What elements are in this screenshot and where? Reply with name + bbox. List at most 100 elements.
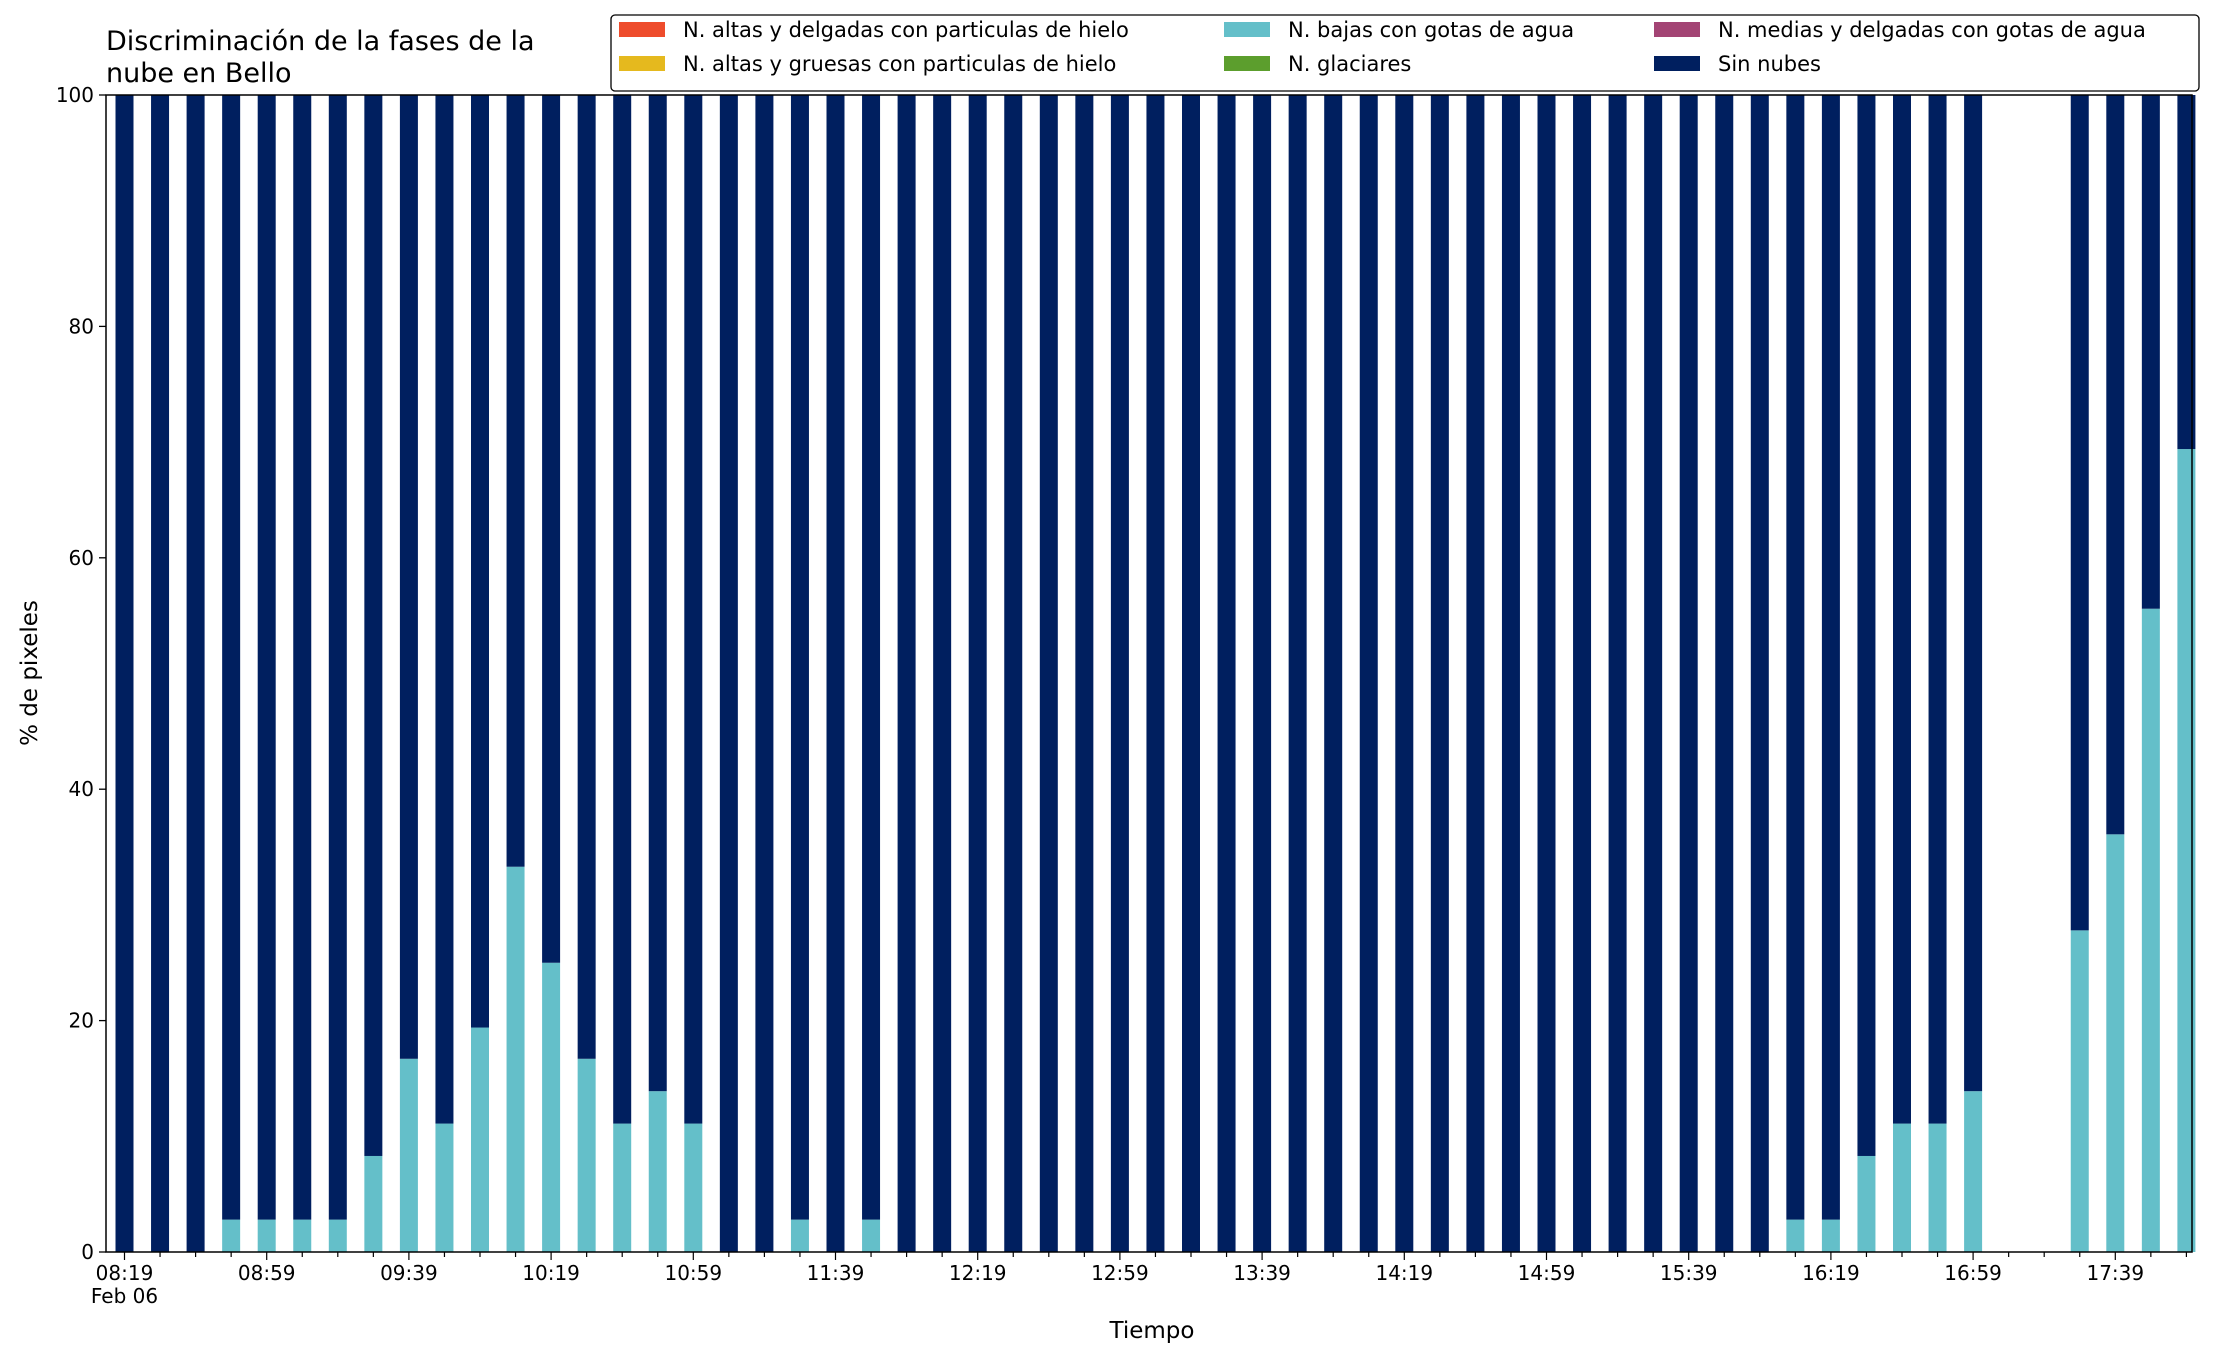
bar-segment-55-series-5 [2070, 95, 2089, 931]
bar-segment-39-series-5 [1501, 95, 1520, 1252]
x-tick-label-8: 13:39 [1233, 1261, 1291, 1285]
bar-segment-34-series-5 [1324, 95, 1343, 1252]
bar-segment-50-series-2 [1893, 1123, 1911, 1252]
bar-segment-29-series-5 [1146, 95, 1165, 1252]
legend-label-5: Sin nubes [1718, 52, 1821, 76]
legend-swatch-3 [1224, 56, 1270, 71]
legend-swatch-0 [619, 22, 665, 37]
bar-segment-56-series-5 [2106, 95, 2125, 835]
bar-segment-10-series-5 [471, 95, 489, 1028]
bar-segment-12-series-5 [542, 95, 561, 963]
bar-segment-52-series-5 [1964, 95, 1983, 1092]
x-tick-label-0: 08:19 [96, 1261, 154, 1285]
x-date-label: Feb 06 [91, 1284, 158, 1308]
bar-segment-22-series-5 [897, 95, 916, 1252]
y-axis-label: % de pixeles [17, 600, 43, 746]
chart-title-line-1: Discriminación de la fases de la [106, 26, 535, 57]
bar-segment-47-series-2 [1786, 1219, 1805, 1252]
legend-label-0: N. altas y delgadas con particulas de hi… [683, 18, 1129, 42]
bar-segment-5-series-2 [293, 1219, 312, 1252]
bar-segment-6-series-5 [328, 95, 347, 1220]
bar-segment-12-series-2 [542, 962, 561, 1252]
bar-segment-27-series-5 [1075, 95, 1094, 1252]
bar-segment-55-series-2 [2070, 930, 2089, 1252]
x-tick-label-11: 15:39 [1660, 1261, 1718, 1285]
legend-swatch-1 [619, 56, 665, 71]
x-tick-label-10: 14:59 [1518, 1261, 1576, 1285]
bar-segment-14-series-2 [613, 1123, 632, 1252]
bar-segment-46-series-5 [1750, 95, 1769, 1252]
x-tick-label-13: 16:59 [1944, 1261, 2002, 1285]
bar-segment-17-series-5 [719, 95, 738, 1252]
bar-segment-13-series-2 [577, 1058, 596, 1252]
bar-segment-3-series-2 [222, 1219, 241, 1252]
x-axis: 08:19 08:59 09:39 10:19 10:59 11:39 12:19 12:59… [91, 1252, 2187, 1308]
y-tick-label-4: 80 [69, 314, 94, 338]
bar-segment-56-series-2 [2106, 834, 2125, 1252]
legend-label-4: N. medias y delgadas con gotas de agua [1718, 18, 2146, 42]
bar-segment-31-series-5 [1217, 95, 1236, 1252]
bar-segment-41-series-5 [1573, 95, 1592, 1252]
x-tick-label-3: 10:19 [522, 1261, 580, 1285]
x-tick-label-7: 12:59 [1091, 1261, 1149, 1285]
bar-segment-48-series-5 [1821, 95, 1840, 1220]
bar-segment-21-series-2 [862, 1219, 881, 1252]
bar-segment-57-series-5 [2141, 95, 2160, 609]
x-tick-label-2: 09:39 [380, 1261, 438, 1285]
legend-label-1: N. altas y gruesas con particulas de hie… [683, 52, 1116, 76]
bar-segment-25-series-5 [1004, 95, 1023, 1252]
bar-segment-26-series-5 [1039, 95, 1058, 1252]
x-tick-label-6: 12:19 [949, 1261, 1007, 1285]
legend-label-3: N. glaciares [1288, 52, 1411, 76]
bar-segment-14-series-5 [613, 95, 632, 1124]
bar-segment-49-series-2 [1857, 1155, 1876, 1252]
bar-segment-40-series-5 [1537, 95, 1556, 1252]
bar-segment-33-series-5 [1288, 95, 1307, 1252]
bar-segment-0-series-5 [115, 95, 134, 1252]
bar-segment-52-series-2 [1964, 1091, 1983, 1252]
bar-segment-50-series-5 [1893, 95, 1911, 1124]
x-tick-label-5: 11:39 [807, 1261, 865, 1285]
bar-segment-13-series-5 [577, 95, 596, 1059]
x-tick-label-12: 16:19 [1802, 1261, 1860, 1285]
y-tick-label-1: 20 [69, 1009, 94, 1033]
y-tick-label-5: 100 [56, 83, 94, 107]
bar-segment-23-series-5 [933, 95, 952, 1252]
bar-segment-30-series-5 [1182, 95, 1200, 1252]
bar-segment-8-series-5 [399, 95, 418, 1059]
chart-title-line-2: nube en Bello [106, 58, 292, 89]
bar-segment-51-series-5 [1928, 95, 1947, 1124]
bar-segment-37-series-5 [1430, 95, 1449, 1252]
bar-segment-4-series-2 [257, 1219, 276, 1252]
bar-segment-9-series-5 [435, 95, 454, 1124]
bar-segment-58-series-2 [2177, 449, 2196, 1252]
legend-label-2: N. bajas con gotas de agua [1288, 18, 1574, 42]
bar-segment-48-series-2 [1821, 1219, 1840, 1252]
bar-segment-4-series-5 [257, 95, 276, 1220]
bar-segment-6-series-2 [328, 1219, 347, 1252]
bar-segment-35-series-5 [1359, 95, 1378, 1252]
legend-swatch-5 [1654, 56, 1700, 71]
bar-segment-7-series-2 [364, 1155, 383, 1252]
bar-segment-45-series-5 [1715, 95, 1734, 1252]
bar-segment-24-series-5 [968, 95, 987, 1252]
legend: N. altas y delgadas con particulas de hi… [610, 14, 2200, 92]
x-tick-label-4: 10:59 [664, 1261, 722, 1285]
bar-segment-51-series-2 [1928, 1123, 1947, 1252]
bar-segment-58-series-5 [2177, 95, 2196, 450]
x-tick-label-9: 14:19 [1375, 1261, 1433, 1285]
bar-segment-7-series-5 [364, 95, 383, 1156]
bar-segment-49-series-5 [1857, 95, 1876, 1156]
bar-segment-8-series-2 [399, 1058, 418, 1252]
bar-segment-57-series-2 [2141, 608, 2160, 1252]
legend-swatch-4 [1654, 22, 1700, 37]
bar-segment-19-series-2 [790, 1219, 809, 1252]
bar-segment-19-series-5 [790, 95, 809, 1220]
bar-segment-36-series-5 [1395, 95, 1414, 1252]
bar-segment-3-series-5 [222, 95, 241, 1220]
bar-segment-5-series-5 [293, 95, 312, 1220]
x-axis-label: Tiempo [1109, 1318, 1195, 1344]
y-axis: 0 20 40 60 80 100 [56, 83, 106, 1264]
bar-segment-47-series-5 [1786, 95, 1805, 1220]
